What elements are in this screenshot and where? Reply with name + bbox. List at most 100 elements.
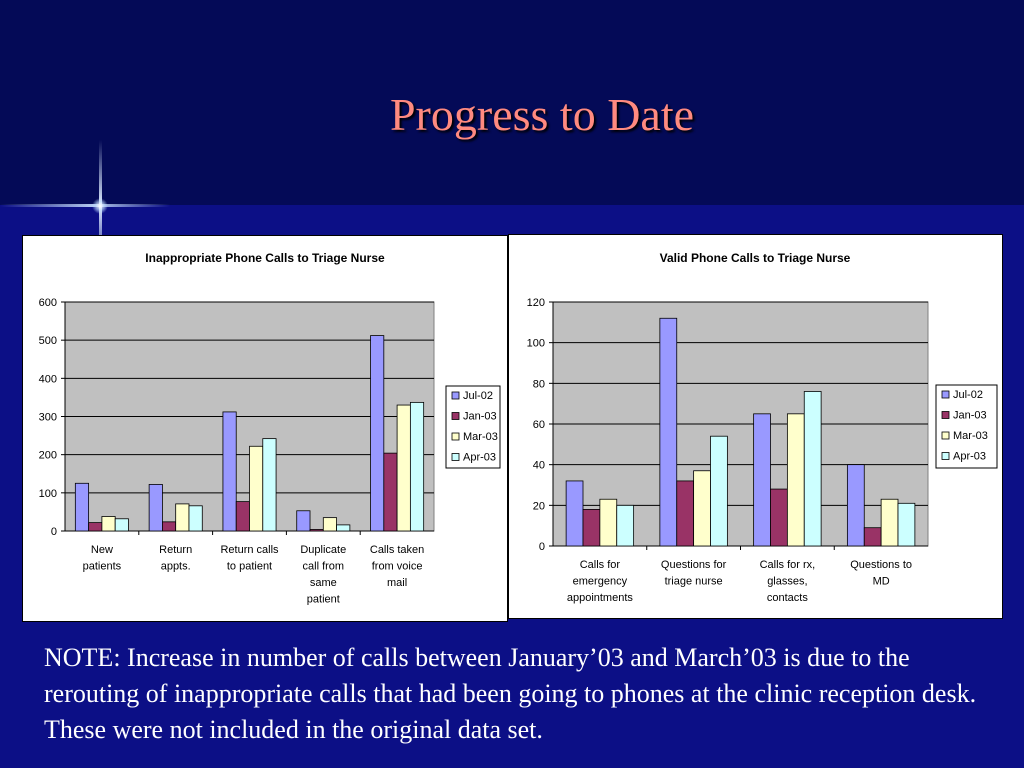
x-category-label: MD bbox=[873, 576, 890, 588]
legend-swatch bbox=[941, 390, 950, 399]
x-category-label: Calls for bbox=[580, 559, 621, 571]
x-category-label: Calls taken bbox=[370, 544, 424, 556]
y-tick-label: 500 bbox=[39, 335, 57, 347]
bar-mar-03-3 bbox=[880, 498, 899, 547]
x-category-label: Return calls bbox=[220, 544, 279, 556]
legend-swatch bbox=[451, 453, 460, 461]
legend-label: Apr-03 bbox=[463, 452, 496, 464]
chart-valid-calls: Valid Phone Calls to Triage Nurse 0 20 40 60… bbox=[527, 251, 998, 604]
x-category-label: same bbox=[310, 577, 337, 589]
y-tick-label: 40 bbox=[533, 460, 545, 472]
bar-jan-03-1 bbox=[162, 521, 177, 532]
x-category-label: Duplicate bbox=[300, 544, 346, 556]
y-tick-label: 100 bbox=[39, 488, 57, 500]
chart-title: Inappropriate Phone Calls to Triage Nurs… bbox=[145, 251, 385, 265]
bar-mar-03-2 bbox=[786, 413, 805, 547]
y-tick-label: 600 bbox=[39, 297, 57, 309]
y-tick-label: 100 bbox=[527, 338, 545, 350]
legend-swatch bbox=[941, 452, 950, 460]
x-category-label: call from bbox=[303, 561, 345, 573]
legend-swatch bbox=[941, 411, 950, 419]
x-category-label: patients bbox=[83, 561, 122, 573]
bar-jan-03-2 bbox=[770, 488, 788, 547]
legend-swatch bbox=[941, 431, 950, 440]
bar-mar-03-1 bbox=[175, 503, 190, 532]
bar-mar-03-4 bbox=[396, 404, 411, 532]
bar-apr-03-1 bbox=[710, 435, 728, 547]
bar-jan-03-3 bbox=[309, 529, 324, 532]
chart-title: Valid Phone Calls to Triage Nurse bbox=[660, 251, 851, 265]
light-flare-horizontal bbox=[0, 204, 170, 207]
header-background bbox=[0, 0, 1024, 205]
slide-title: Progress to Date bbox=[389, 89, 695, 140]
bar-jul-02-0 bbox=[74, 482, 90, 532]
legend-label: Mar-03 bbox=[953, 430, 988, 442]
y-tick-label: 300 bbox=[39, 412, 57, 424]
y-tick-label: 60 bbox=[533, 419, 545, 431]
bar-mar-03-3 bbox=[322, 517, 337, 532]
y-tick-label: 80 bbox=[533, 378, 545, 390]
y-tick-label: 0 bbox=[539, 541, 545, 553]
x-category-label: to patient bbox=[227, 561, 272, 573]
bar-apr-03-0 bbox=[114, 518, 129, 532]
x-category-label: appointments bbox=[567, 592, 634, 604]
x-category-label: Return bbox=[159, 544, 192, 556]
x-category-label: Calls for rx, bbox=[760, 559, 816, 571]
legend-swatch bbox=[451, 391, 460, 400]
legend-label: Jul-02 bbox=[953, 389, 983, 401]
slide-note: NOTE: Increase in number of calls betwee… bbox=[44, 643, 977, 744]
bar-jul-02-1 bbox=[659, 317, 678, 547]
x-category-label: glasses, bbox=[767, 576, 807, 588]
legend-label: Jan-03 bbox=[463, 411, 497, 423]
x-category-label: appts. bbox=[161, 561, 191, 573]
bar-apr-03-1 bbox=[188, 505, 203, 532]
chart-inappropriate-calls: Inappropriate Phone Calls to Triage Nurs… bbox=[39, 251, 501, 606]
bar-mar-03-0 bbox=[599, 498, 618, 547]
bar-mar-03-1 bbox=[693, 470, 711, 547]
light-flare-icon bbox=[92, 198, 108, 214]
bar-jan-03-4 bbox=[383, 452, 398, 532]
legend-label: Mar-03 bbox=[463, 431, 498, 443]
bar-apr-03-2 bbox=[262, 438, 277, 532]
bar-mar-03-0 bbox=[101, 516, 116, 532]
legend-label: Jan-03 bbox=[953, 410, 987, 422]
bar-apr-03-4 bbox=[409, 401, 425, 532]
x-category-label: emergency bbox=[573, 576, 628, 588]
bar-jul-02-3 bbox=[846, 464, 865, 547]
bar-jul-02-2 bbox=[753, 413, 771, 547]
bar-jul-02-4 bbox=[370, 335, 385, 532]
chart-panel-inappropriate-calls: Inappropriate Phone Calls to Triage Nurs… bbox=[22, 235, 508, 622]
x-category-label: Questions to bbox=[850, 559, 912, 571]
bar-apr-03-2 bbox=[803, 391, 822, 547]
y-tick-label: 200 bbox=[39, 450, 57, 462]
bar-mar-03-2 bbox=[249, 445, 264, 532]
x-category-label: mail bbox=[387, 577, 407, 589]
legend-label: Jul-02 bbox=[463, 390, 493, 402]
legend-label: Apr-03 bbox=[953, 451, 986, 463]
legend-swatch bbox=[451, 432, 460, 441]
legend-swatch bbox=[451, 412, 460, 420]
y-tick-label: 0 bbox=[51, 526, 57, 538]
x-category-label: New bbox=[91, 544, 113, 556]
chart-panel-valid-calls: Valid Phone Calls to Triage Nurse 0 20 40 60… bbox=[508, 234, 1003, 619]
bar-jan-03-1 bbox=[676, 480, 695, 547]
bar-jul-02-3 bbox=[296, 510, 311, 532]
bar-jul-02-1 bbox=[148, 484, 163, 532]
x-category-label: triage nurse bbox=[665, 576, 723, 588]
bar-jan-03-2 bbox=[235, 501, 250, 532]
y-tick-label: 120 bbox=[527, 297, 545, 309]
bar-jan-03-0 bbox=[582, 508, 601, 547]
bar-apr-03-3 bbox=[897, 502, 916, 547]
bar-apr-03-3 bbox=[336, 524, 351, 532]
x-category-label: Questions for bbox=[661, 559, 727, 571]
bar-apr-03-0 bbox=[616, 504, 635, 547]
y-tick-label: 20 bbox=[533, 500, 545, 512]
bar-jul-02-2 bbox=[222, 411, 237, 532]
bar-jul-02-0 bbox=[565, 480, 584, 547]
bar-jan-03-3 bbox=[863, 527, 882, 547]
x-category-label: contacts bbox=[767, 592, 808, 604]
y-tick-label: 400 bbox=[39, 373, 57, 385]
x-category-label: from voice bbox=[372, 561, 423, 573]
x-category-label: patient bbox=[307, 594, 340, 606]
bar-jan-03-0 bbox=[88, 522, 103, 532]
